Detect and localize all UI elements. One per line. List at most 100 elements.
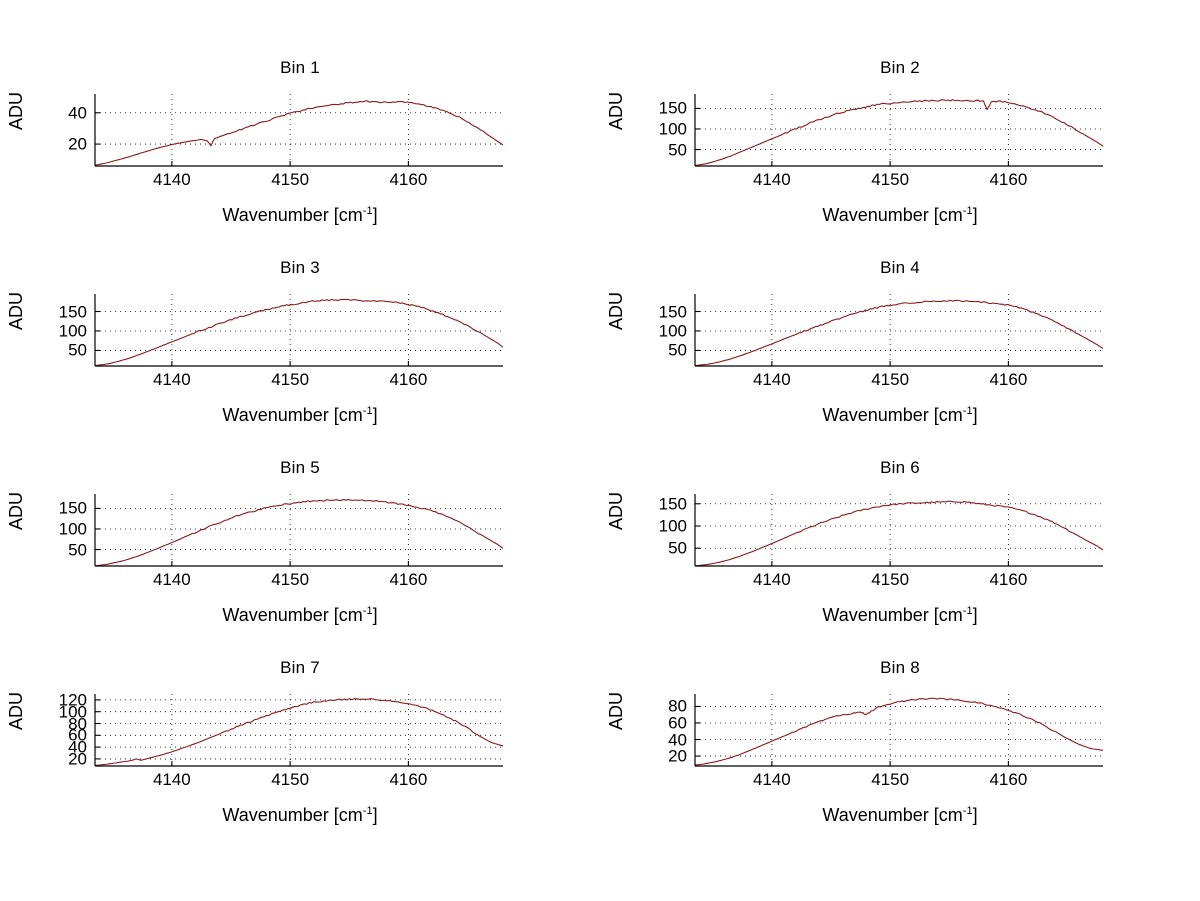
y-tick-label: 50 [68, 340, 87, 360]
x-tick-label: 4150 [271, 770, 310, 789]
y-tick-label: 20 [68, 134, 87, 154]
y-tick-label: 150 [658, 302, 687, 321]
x-tick-label: 4160 [389, 170, 428, 189]
y-tick-label-group: 50 100 150 [0, 294, 92, 366]
x-axis-label-exponent: -1 [362, 405, 373, 417]
chart-panel-bin-7: Bin 7 ADU Wavenumber [cm-1] 20 40 60 80 100 120 4… [0, 650, 600, 850]
x-tick-label: 4150 [871, 370, 910, 389]
x-tick-label: 4160 [989, 770, 1028, 789]
x-axis-label-exponent: -1 [962, 805, 973, 817]
y-tick-label-group: 20 40 60 80 100 120 [0, 690, 92, 769]
chart-panel-bin-4: Bin 4 ADU Wavenumber [cm-1] 50 100 150 4140 415… [600, 250, 1200, 450]
x-tick-label: 4150 [271, 570, 310, 589]
y-tick-label: 50 [68, 540, 87, 560]
y-tick-label: 100 [658, 119, 687, 139]
x-axis-label: Wavenumber [cm-1] [600, 205, 1200, 226]
x-axis-label-text: Wavenumber [cm [822, 205, 963, 225]
y-tick-label: 50 [668, 538, 687, 558]
x-axis-label: Wavenumber [cm-1] [0, 805, 600, 826]
chart-panel-bin-5: Bin 5 ADU Wavenumber [cm-1] 50 100 150 4140 415… [0, 450, 600, 650]
y-tick-label: 120 [58, 690, 87, 710]
y-tick-label: 20 [68, 749, 87, 769]
chart-panel-bin-3: Bin 3 ADU Wavenumber [cm-1] 50 100 150 4140 415… [0, 250, 600, 450]
x-tick-label-group: 4140 4150 4160 [695, 570, 1103, 594]
y-tick-label: 100 [58, 321, 87, 341]
chart-panel-bin-8: Bin 8 ADU Wavenumber [cm-1] 20 40 60 80 4140 415… [600, 650, 1200, 850]
panel-title: Bin 2 [880, 58, 920, 77]
x-tick-label: 4150 [871, 170, 910, 189]
plot-area [694, 294, 1104, 367]
x-axis-label: Wavenumber [cm-1] [0, 605, 600, 626]
x-tick-label: 4160 [389, 570, 428, 589]
x-axis-label: Wavenumber [cm-1] [0, 405, 600, 426]
y-tick-label: 50 [668, 340, 687, 360]
y-tick-label: 100 [658, 516, 687, 536]
x-axis-label-text: Wavenumber [cm [222, 805, 363, 825]
y-tick-label: 150 [58, 498, 87, 518]
x-tick-label: 4140 [152, 370, 191, 389]
x-tick-label: 4150 [871, 770, 910, 789]
y-tick-label-group: 50 100 150 [600, 94, 692, 166]
x-tick-label: 4150 [271, 170, 310, 189]
plot-svg [694, 494, 1104, 567]
y-tick-label-group: 20 40 [0, 94, 92, 166]
data-series-line [694, 697, 1104, 766]
plot-svg [694, 94, 1104, 167]
x-tick-label: 4140 [752, 570, 791, 589]
plot-area [94, 694, 504, 767]
x-axis-label-bracket: ] [972, 205, 978, 225]
y-tick-label: 80 [668, 696, 687, 716]
y-tick-label-group: 50 100 150 [600, 294, 692, 366]
plot-svg [94, 94, 504, 167]
plot-area [694, 94, 1104, 167]
data-series-line [694, 299, 1104, 367]
data-series-line [694, 99, 1104, 167]
x-axis-label-text: Wavenumber [cm [222, 405, 363, 425]
x-tick-label-group: 4140 4150 4160 [95, 370, 503, 394]
x-axis-label: Wavenumber [cm-1] [0, 205, 600, 226]
x-tick-label-group: 4140 4150 4160 [695, 770, 1103, 794]
chart-panel-bin-1: Bin 1 ADU Wavenumber [cm-1] 20 40 4140 4150 416… [0, 50, 600, 250]
x-axis-label-text: Wavenumber [cm [822, 605, 963, 625]
data-series-line [94, 498, 504, 567]
plot-svg [94, 694, 504, 767]
y-tick-label: 40 [668, 730, 687, 750]
plot-area [94, 94, 504, 167]
x-axis-label-bracket: ] [972, 605, 978, 625]
x-axis-label-bracket: ] [372, 805, 378, 825]
y-tick-label-group: 50 100 150 [600, 494, 692, 566]
x-axis-label: Wavenumber [cm-1] [600, 605, 1200, 626]
x-axis-label-exponent: -1 [962, 205, 973, 217]
x-axis-label-text: Wavenumber [cm [822, 805, 963, 825]
x-axis-label-bracket: ] [372, 205, 378, 225]
x-tick-label-group: 4140 4150 4160 [695, 370, 1103, 394]
panel-title: Bin 5 [280, 458, 320, 477]
x-tick-label: 4140 [752, 170, 791, 189]
plot-area [94, 294, 504, 367]
panel-title: Bin 3 [280, 258, 320, 277]
x-tick-label-group: 4140 4150 4160 [95, 570, 503, 594]
panel-title: Bin 6 [880, 458, 920, 477]
x-tick-label-group: 4140 4150 4160 [95, 770, 503, 794]
x-axis-label-exponent: -1 [362, 605, 373, 617]
plot-svg [94, 294, 504, 367]
y-tick-label: 100 [58, 519, 87, 539]
x-axis-label-bracket: ] [972, 405, 978, 425]
x-tick-label: 4160 [989, 170, 1028, 189]
y-tick-label: 20 [668, 746, 687, 766]
data-series-line [94, 100, 504, 166]
chart-panel-bin-2: Bin 2 ADU Wavenumber [cm-1] 50 100 150 4140 415… [600, 50, 1200, 250]
plot-svg [694, 294, 1104, 367]
y-tick-label: 80 [68, 714, 87, 733]
x-axis-label: Wavenumber [cm-1] [600, 805, 1200, 826]
data-series-line [94, 698, 504, 766]
x-tick-label-group: 4140 4150 4160 [95, 170, 503, 194]
x-tick-label: 4160 [389, 370, 428, 389]
x-axis-label-text: Wavenumber [cm [222, 205, 363, 225]
y-tick-label: 40 [68, 737, 87, 757]
x-tick-label: 4140 [752, 370, 791, 389]
y-tick-label: 60 [68, 725, 87, 745]
plot-svg [94, 494, 504, 567]
data-series-line [694, 500, 1104, 567]
plot-area [694, 694, 1104, 767]
